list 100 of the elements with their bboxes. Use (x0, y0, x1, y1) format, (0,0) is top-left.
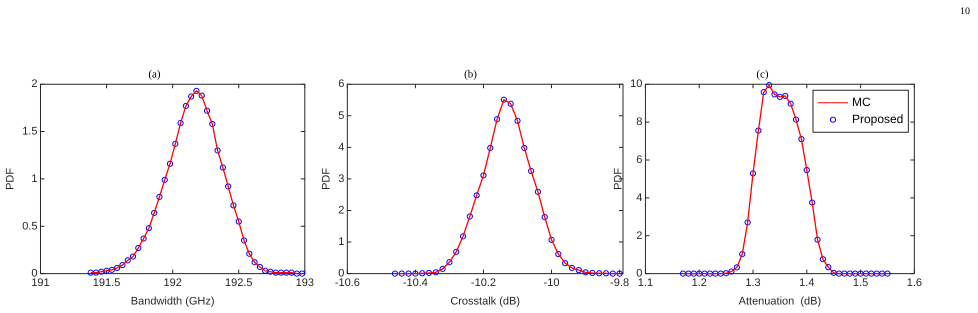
y-tick-label: 4 (636, 192, 642, 204)
point (616, 270, 623, 277)
point (392, 270, 398, 277)
point (760, 89, 767, 96)
point (568, 264, 576, 272)
y-tick-label: 3 (338, 172, 344, 185)
point (718, 270, 724, 277)
point (214, 147, 221, 154)
point (825, 264, 832, 270)
point (156, 194, 163, 200)
x-tick-label: 192.5 (224, 277, 253, 290)
point (453, 248, 460, 255)
x-tick-label: 1.2 (692, 277, 707, 290)
x-tick-label: -10.4 (402, 277, 428, 290)
point (685, 270, 692, 277)
point (500, 96, 507, 103)
point (135, 244, 142, 252)
point (868, 270, 874, 277)
point (460, 233, 466, 240)
point (480, 172, 487, 179)
point (508, 100, 514, 107)
point (680, 270, 686, 277)
y-tick-label: 0.5 (22, 220, 38, 232)
point (610, 270, 616, 277)
point (841, 270, 848, 277)
point (172, 140, 178, 147)
x-axis-title: Crosstalk (dB) (450, 295, 520, 308)
point (288, 270, 295, 276)
point (230, 202, 237, 209)
point (514, 118, 521, 124)
point (398, 270, 405, 277)
point (582, 269, 589, 276)
x-axis-title: Attenuation (dB) (738, 295, 822, 308)
point (252, 259, 258, 266)
point (182, 102, 189, 110)
point (744, 219, 751, 226)
point (225, 183, 232, 190)
x-tick-label: 1.1 (638, 277, 654, 290)
point (706, 270, 714, 277)
legend-label: Proposed (852, 112, 904, 126)
x-tick-label: -10 (544, 277, 560, 290)
point (188, 93, 194, 100)
point (294, 270, 300, 277)
point (696, 270, 702, 277)
point (299, 270, 306, 277)
point (788, 100, 794, 107)
point (114, 264, 120, 272)
point (162, 176, 168, 183)
y-tick-label: 1 (31, 172, 38, 185)
point (130, 253, 136, 260)
y-axis-title: PDF (612, 168, 625, 190)
point (166, 160, 174, 167)
point (576, 267, 582, 274)
point (804, 166, 810, 174)
point (124, 257, 131, 264)
x-tick-label: 192 (163, 277, 182, 290)
point (151, 210, 158, 216)
point (771, 91, 778, 98)
point (103, 268, 110, 274)
point (755, 128, 762, 134)
point (776, 94, 783, 100)
point (857, 270, 864, 277)
point (193, 88, 200, 94)
point (177, 120, 184, 126)
x-tick-label: 191.5 (92, 277, 120, 290)
point (723, 270, 730, 276)
point (432, 269, 439, 276)
point (521, 144, 528, 152)
x-tick-label: 193 (296, 277, 314, 290)
y-tick-label: 1 (338, 236, 344, 248)
point (466, 213, 473, 220)
point (836, 270, 842, 277)
point (246, 250, 252, 257)
point (440, 266, 446, 272)
point (814, 236, 821, 243)
point (108, 266, 115, 273)
point (446, 259, 453, 266)
point (146, 225, 152, 232)
y-tick-label: 6 (338, 78, 344, 90)
point (548, 236, 555, 243)
point (412, 270, 418, 277)
point (88, 270, 94, 276)
legend-label: MC (852, 95, 871, 110)
point (494, 116, 500, 122)
point (734, 264, 740, 270)
point (220, 164, 226, 171)
point (474, 192, 480, 198)
chart-title: (a) (148, 68, 161, 80)
point (862, 270, 870, 277)
x-tick-label: 1.5 (852, 277, 868, 290)
point (782, 92, 788, 100)
point (98, 268, 104, 275)
point (198, 92, 205, 99)
point (555, 250, 562, 258)
point (766, 82, 772, 88)
x-axis-title: Bandwidth (GHz) (130, 295, 215, 308)
point (240, 237, 248, 244)
point (602, 270, 610, 276)
y-tick-label: 10 (630, 78, 642, 90)
point (140, 235, 147, 242)
